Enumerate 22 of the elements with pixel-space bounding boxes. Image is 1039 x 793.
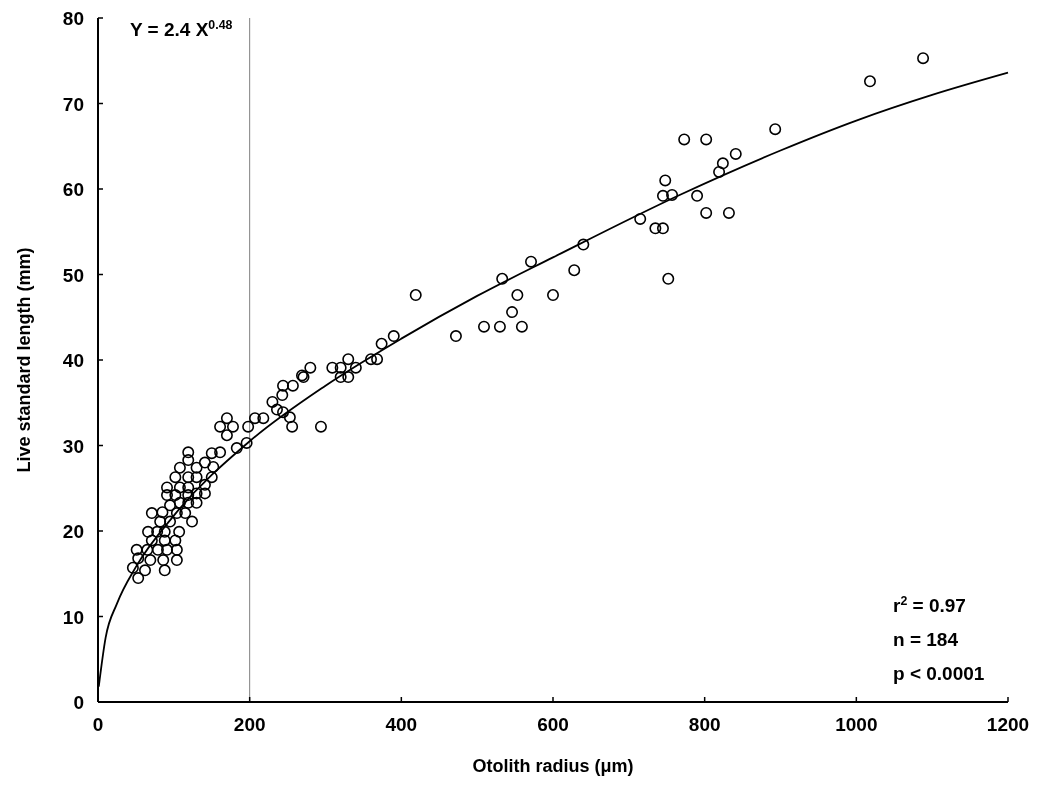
x-tick-label: 200 [233,714,266,735]
y-axis-title: Live standard length (mm) [14,247,34,473]
y-tick-label: 80 [62,8,84,29]
y-tick-label: 0 [73,692,84,713]
x-tick-label: 0 [92,714,104,735]
x-tick-label: 1000 [835,714,878,735]
annotation: p < 0.0001 [893,663,985,684]
annotation: r$^{2}$ = 0.97 [893,594,966,616]
y-tick-label: 10 [62,606,84,628]
y-tick-label: 30 [62,435,84,457]
x-tick-label: 800 [688,714,721,735]
y-tick-label: 70 [62,93,84,115]
x-tick-label: 600 [537,714,569,735]
y-tick-label: 50 [62,264,84,286]
y-tick-label: 40 [62,350,84,371]
x-tick-label: 1200 [986,714,1030,735]
y-tick-label: 60 [62,179,84,200]
x-axis-title: Otolith radius (μm) [472,756,634,776]
x-tick-label: 400 [385,714,418,735]
annotation: Y = 2.4 X$^{0.48}$ [130,18,233,40]
annotation: n = 184 [893,629,959,650]
y-tick-label: 20 [62,521,84,542]
